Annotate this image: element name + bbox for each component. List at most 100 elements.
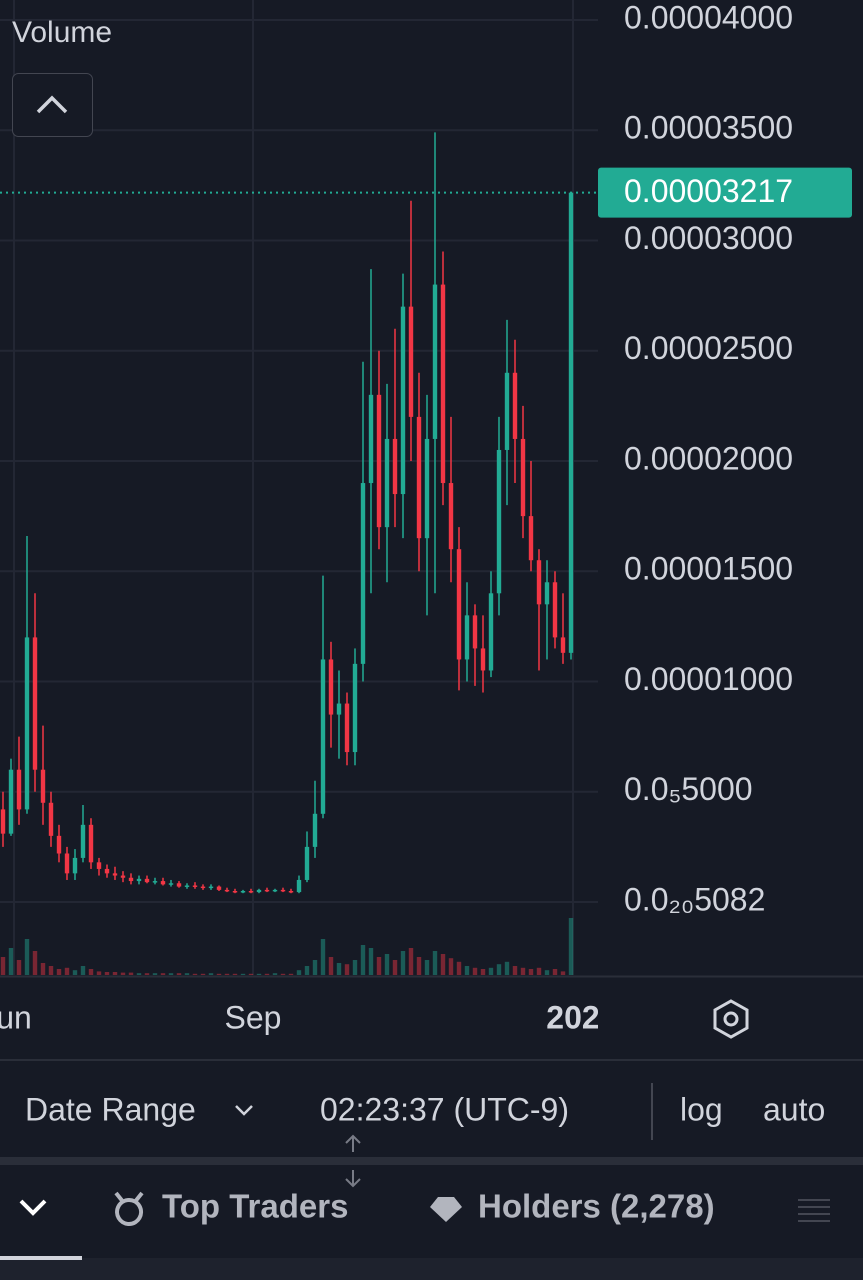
candle-body <box>312 813 318 847</box>
volume-bar <box>496 964 502 975</box>
volume-bar <box>152 973 158 975</box>
volume-bar <box>96 971 102 975</box>
volume-bar <box>72 970 78 975</box>
diamond-icon <box>430 1197 462 1222</box>
candle-body <box>16 769 22 810</box>
candle-body <box>256 889 262 893</box>
candle-body <box>96 862 102 869</box>
volume-bar <box>288 973 294 975</box>
candle-body <box>472 615 478 649</box>
candle-body <box>296 879 302 893</box>
last-price-label: 0.00003217 <box>624 173 793 209</box>
volume-bar <box>224 973 230 975</box>
volume-bar <box>64 967 70 975</box>
chevron-up <box>36 95 68 114</box>
candle-body <box>504 372 510 450</box>
volume-bar <box>112 972 118 975</box>
volume-bar <box>200 973 206 975</box>
volume-bar <box>8 948 14 975</box>
candle-body <box>120 875 126 878</box>
volume-bar <box>568 918 574 975</box>
candle-body <box>152 881 158 883</box>
plot-area <box>0 0 598 975</box>
more-tabs[interactable] <box>798 1199 830 1222</box>
volume-bar <box>456 961 462 975</box>
volume-bar <box>184 973 190 975</box>
x-tick-label: 202 <box>546 999 599 1035</box>
volume-bar <box>440 954 446 975</box>
volume-bar <box>320 939 326 975</box>
candle-body <box>376 394 382 528</box>
volume-bar <box>48 966 54 975</box>
volume-bar <box>408 948 414 975</box>
auto-toggle[interactable]: auto <box>763 1091 825 1127</box>
resize-bar[interactable] <box>0 1157 863 1165</box>
candle-body <box>272 889 278 892</box>
candle-body <box>448 483 454 550</box>
candle-body <box>168 883 174 885</box>
candle-body <box>416 416 422 539</box>
volume-bar <box>128 972 134 975</box>
candle-body <box>248 890 254 893</box>
volume-bar <box>280 973 286 975</box>
candle-body <box>144 878 150 883</box>
volume-bar <box>424 960 430 975</box>
settings-icon-dot <box>723 1011 739 1027</box>
candle-body <box>344 703 350 753</box>
settings-icon[interactable] <box>713 999 749 1039</box>
candle-body <box>128 877 134 882</box>
volume-bar <box>40 963 46 975</box>
axes: 0.00004000 0.00003500 0.00003000 0.00002500… <box>0 0 852 1035</box>
volume-bar <box>488 967 494 975</box>
volume-bar <box>144 973 150 975</box>
candle-body <box>336 703 342 715</box>
candle-body <box>560 637 566 653</box>
candle-body <box>544 582 550 605</box>
volume-bar <box>368 948 374 975</box>
volume-bar <box>16 960 22 975</box>
candle-body <box>48 802 54 836</box>
bottom-strip <box>0 1258 863 1280</box>
date-range[interactable]: Date Range <box>25 1091 196 1127</box>
collapse-tabs[interactable] <box>19 1199 47 1216</box>
log-toggle[interactable]: log <box>680 1091 723 1127</box>
candle-body <box>400 306 406 495</box>
volume-bar <box>216 973 222 975</box>
candle-body <box>56 835 62 854</box>
candle-body <box>288 890 294 893</box>
trophy-icon <box>114 1191 144 1226</box>
collapse-button[interactable] <box>12 73 93 137</box>
resize-handle <box>345 1134 361 1188</box>
tab-holders[interactable]: Holders (2,278) <box>478 1188 715 1225</box>
candle-body <box>528 516 534 561</box>
volume-bar <box>536 967 542 975</box>
candle-body <box>384 438 390 528</box>
candle-body <box>536 560 542 605</box>
volume-bar <box>400 951 406 975</box>
tab-top-traders[interactable]: Top Traders <box>162 1188 348 1225</box>
volume-bar <box>312 960 318 975</box>
y-tick-label: 0.00002500 <box>624 330 793 366</box>
candle-body <box>424 438 430 539</box>
volume-bar <box>504 961 510 975</box>
volume-bar <box>160 973 166 975</box>
candle-body <box>184 885 190 887</box>
candle-body <box>360 483 366 664</box>
candle-body <box>8 769 14 834</box>
volume-bar <box>448 958 454 975</box>
candle-body <box>216 886 222 890</box>
volume-bar <box>192 973 198 975</box>
candle-body <box>0 809 6 834</box>
volume-bar <box>120 972 126 975</box>
volume-bar <box>384 954 390 975</box>
candle-body <box>440 284 446 484</box>
y-tick-label: 0.00003000 <box>624 220 793 256</box>
volume-bar <box>80 966 86 975</box>
candle-body <box>192 885 198 887</box>
volume-bar <box>336 963 342 975</box>
y-tick-label: 0.00001500 <box>624 551 793 587</box>
y-tick-label: 0.00001000 <box>624 661 793 697</box>
volume-bar <box>480 969 486 975</box>
candle-body <box>408 306 414 417</box>
